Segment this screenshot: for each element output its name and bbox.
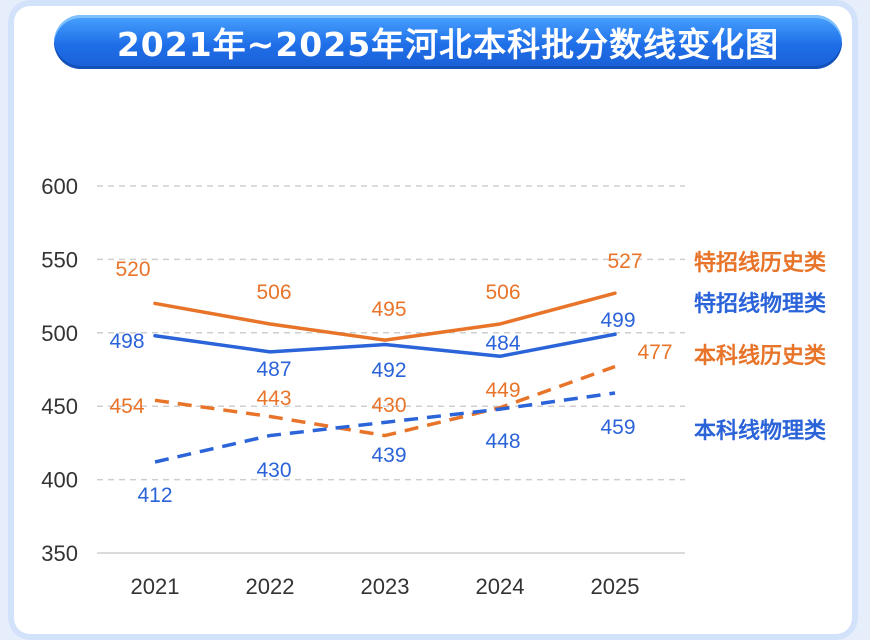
- data-label: 439: [371, 444, 406, 467]
- y-tick-label: 550: [41, 247, 78, 272]
- chart-title: 2021年~2025年河北本科批分数线变化图: [116, 25, 780, 64]
- data-label: 477: [637, 341, 672, 364]
- data-label: 459: [600, 416, 635, 439]
- data-label: 498: [109, 330, 144, 353]
- data-label: 448: [485, 430, 520, 453]
- y-tick-label: 500: [41, 321, 78, 346]
- series-line-1: [153, 291, 617, 342]
- data-label: 487: [256, 358, 291, 381]
- data-label: 506: [485, 281, 520, 304]
- legend-label: 本科线物理类: [694, 418, 827, 444]
- data-label: 527: [607, 250, 642, 273]
- y-tick-label: 450: [41, 394, 78, 419]
- data-label: 449: [485, 379, 520, 402]
- series-line-3: [154, 364, 616, 438]
- y-tick-label: 400: [41, 468, 78, 493]
- x-tick-label: 2025: [591, 574, 640, 599]
- data-label: 412: [137, 484, 172, 507]
- title-banner: 2021年~2025年河北本科批分数线变化图: [54, 15, 842, 69]
- data-label: 495: [371, 298, 406, 321]
- x-tick-label: 2024: [476, 574, 525, 599]
- x-tick-label: 2023: [361, 574, 410, 599]
- x-tick-label: 2021: [131, 574, 180, 599]
- y-tick-label: 600: [41, 174, 78, 199]
- data-label: 430: [371, 394, 406, 417]
- series-line-4: [154, 391, 616, 464]
- data-label: 443: [256, 387, 291, 410]
- legend-label: 特招线物理类: [694, 291, 827, 317]
- y-tick-label: 350: [41, 541, 78, 566]
- data-label: 506: [256, 281, 291, 304]
- data-label: 430: [256, 459, 291, 482]
- series-line-2: [153, 332, 617, 359]
- x-tick-label: 2022: [246, 574, 295, 599]
- legend-label: 特招线历史类: [694, 250, 827, 276]
- data-label: 492: [371, 359, 406, 382]
- data-label: 484: [485, 332, 520, 355]
- legend-label: 本科线历史类: [694, 343, 827, 369]
- chart-card: 2021年~2025年河北本科批分数线变化图: [8, 0, 858, 640]
- data-label: 454: [109, 395, 144, 418]
- data-label: 499: [600, 309, 635, 332]
- data-label: 520: [115, 258, 150, 281]
